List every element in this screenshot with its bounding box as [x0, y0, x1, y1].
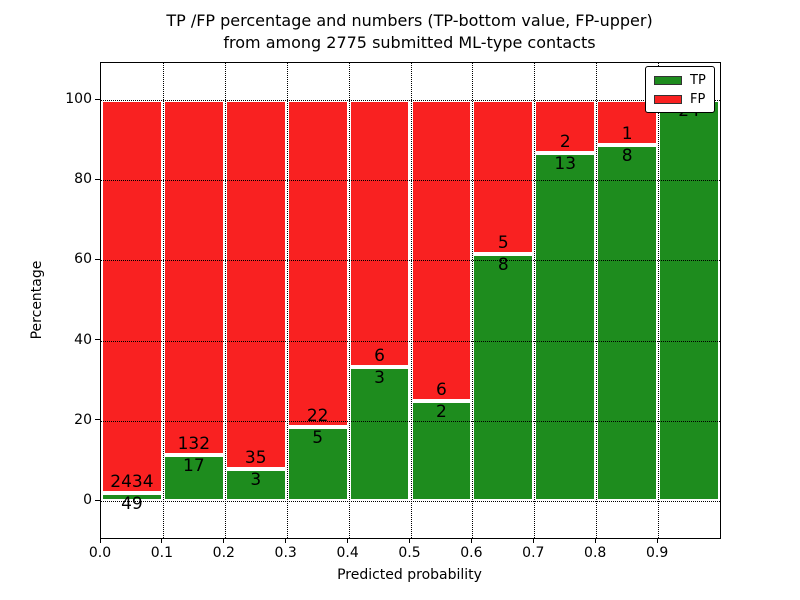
tp-count-label: 2: [436, 401, 447, 422]
chart-title: TP /FP percentage and numbers (TP-bottom…: [100, 10, 719, 54]
tp-count-label: 8: [497, 255, 509, 276]
vertical-gridline: [596, 63, 598, 538]
tp-count-label: 49: [121, 494, 143, 515]
fp-bar-segment: [101, 100, 163, 494]
fp-bar-segment: [472, 100, 535, 255]
tp-bar-segment: [286, 426, 349, 501]
tp-bar-segment: [596, 144, 659, 501]
x-tick-mark: [470, 538, 472, 543]
legend: TP FP: [645, 66, 715, 113]
fp-count-label: 5: [497, 233, 509, 254]
x-tick-label: 0.1: [150, 545, 174, 561]
tp-count-label: 3: [250, 470, 262, 491]
y-tick-mark: [95, 178, 100, 180]
x-axis-label: Predicted probability: [337, 567, 482, 583]
plot-area: 243449132173532256362582131824: [100, 62, 721, 539]
legend-label: FP: [690, 91, 706, 107]
x-tick-mark: [285, 538, 287, 543]
x-tick-label: 0.5: [398, 545, 421, 561]
y-tick-label: 40: [74, 331, 92, 348]
tp-count-label: 8: [621, 145, 633, 166]
tp-legend-swatch: [654, 75, 682, 85]
x-tick-mark: [409, 538, 410, 543]
y-axis-label: Percentage: [29, 260, 45, 340]
vertical-gridline: [472, 63, 474, 538]
x-tick-mark: [656, 538, 658, 543]
fp-count-label: 1: [621, 123, 633, 144]
vertical-gridline: [534, 63, 536, 538]
tp-bar-segment: [101, 493, 163, 501]
x-tick-label: 0.7: [522, 545, 545, 561]
tp-count-label: 17: [183, 456, 205, 477]
chart-title-line2: from among 2775 submitted ML-type contac…: [223, 33, 596, 52]
horizontal-gridline: [101, 180, 720, 182]
legend-label: TP: [690, 72, 706, 88]
x-tick-label: 0.6: [460, 545, 483, 561]
fp-bar-segment: [534, 100, 597, 154]
tp-count-label: 5: [312, 427, 324, 448]
tp-bar-segment: [534, 153, 597, 501]
x-tick-label: 0.9: [645, 545, 669, 561]
fp-count-label: 2: [559, 132, 571, 153]
horizontal-gridline: [101, 260, 720, 262]
fp-count-label: 2434: [110, 472, 154, 493]
x-tick-mark: [99, 538, 101, 543]
y-tick-label: 60: [74, 251, 92, 268]
fp-count-label: 35: [244, 448, 267, 469]
tp-bar-segment: [162, 455, 225, 501]
y-tick-mark: [95, 419, 100, 421]
y-tick-label: 80: [74, 171, 92, 188]
vertical-gridline: [658, 63, 660, 538]
fp-count-label: 6: [374, 346, 385, 367]
y-tick-mark: [95, 258, 100, 260]
vertical-gridline: [286, 63, 288, 538]
x-tick-mark: [532, 538, 534, 543]
tp-bar-segment: [348, 367, 411, 501]
horizontal-gridline: [101, 340, 720, 342]
tp-count-label: 3: [374, 368, 385, 389]
tp-count-label: 13: [554, 154, 577, 175]
legend-row: FP: [654, 92, 714, 107]
fp-legend-swatch: [654, 94, 682, 104]
chart-title-line1: TP /FP percentage and numbers (TP-bottom…: [166, 11, 653, 30]
legend-row: TP: [654, 73, 714, 88]
fp-bar-segment: [162, 100, 225, 456]
y-tick-label: 20: [74, 411, 92, 428]
horizontal-gridline: [101, 501, 720, 502]
x-tick-label: 0.3: [274, 545, 297, 561]
y-tick-label: 100: [65, 91, 92, 107]
fp-bar-segment: [348, 100, 411, 368]
vertical-gridline: [410, 63, 412, 538]
fp-bar-segment: [224, 100, 287, 470]
horizontal-gridline: [101, 420, 720, 422]
fp-count-label: 132: [177, 434, 211, 455]
y-tick-mark: [95, 98, 100, 100]
x-tick-label: 0.2: [212, 545, 235, 561]
x-tick-label: 0.4: [336, 545, 359, 561]
vertical-gridline: [224, 63, 226, 538]
y-tick-mark: [95, 499, 100, 501]
horizontal-gridline: [101, 100, 720, 101]
y-tick-label: 0: [83, 492, 92, 508]
vertical-gridline: [348, 63, 350, 538]
y-tick-mark: [95, 339, 100, 341]
tp-bar-segment: [472, 254, 535, 501]
x-tick-mark: [347, 538, 349, 543]
x-tick-mark: [594, 538, 596, 543]
x-tick-mark: [161, 538, 163, 543]
fp-bar-segment: [286, 100, 349, 427]
tp-bar-segment: [658, 100, 720, 501]
x-tick-label: 0.8: [584, 545, 607, 561]
x-tick-label: 0.0: [88, 545, 112, 561]
fp-count-label: 6: [436, 379, 447, 400]
vertical-gridline: [162, 63, 164, 538]
x-tick-mark: [223, 538, 225, 543]
fp-bar-segment: [410, 100, 473, 401]
fp-count-label: 22: [306, 405, 329, 426]
